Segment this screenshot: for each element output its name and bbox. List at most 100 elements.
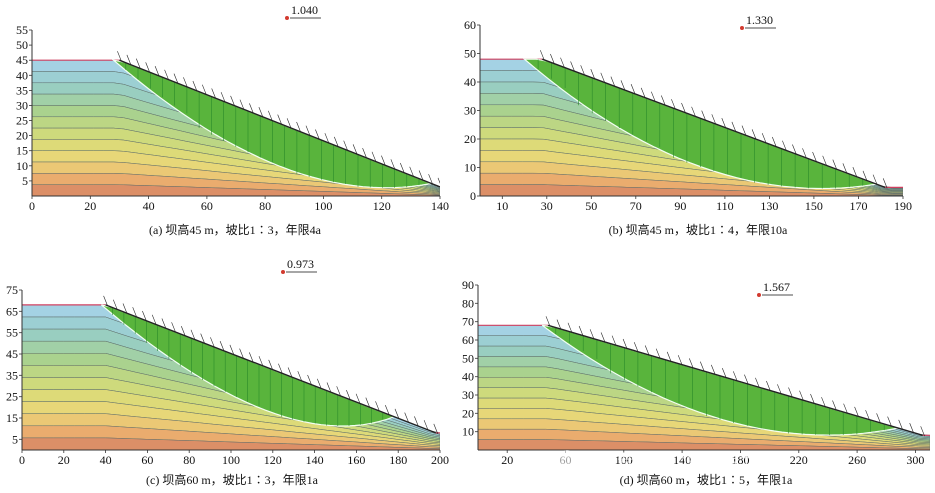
- y-tick-labels: 0 10 20 30 40 50 60: [464, 18, 480, 203]
- y-tick-label: 60: [462, 333, 474, 347]
- panel-b: 10 30 50 70 90 110 130 150 170 190 0102030405060 …: [464, 13, 912, 237]
- anchor-mark: [721, 117, 727, 129]
- anchor-mark: [611, 335, 617, 346]
- anchor-mark: [414, 416, 419, 427]
- x-tick-label: 180: [389, 453, 407, 467]
- anchor-mark: [249, 103, 254, 114]
- y-tick-label: 90: [462, 278, 474, 292]
- anchor-mark: [633, 342, 639, 353]
- x-tick-label: 0: [19, 453, 25, 467]
- anchor-mark: [560, 57, 565, 68]
- anchor-mark: [600, 332, 606, 343]
- anchor-mark: [909, 422, 914, 434]
- anchor-mark: [433, 423, 439, 435]
- anchor-mark: [229, 344, 235, 356]
- y-tick-label: 50: [464, 47, 476, 61]
- x-tick-label: 20: [84, 199, 96, 213]
- anchor-mark: [394, 408, 400, 420]
- anchor-mark: [887, 416, 892, 427]
- anchor-mark: [689, 358, 694, 369]
- anchor-mark: [810, 393, 815, 405]
- contour-band: [478, 439, 930, 450]
- safety-factor-marker: [285, 16, 289, 20]
- anchor-mark: [792, 144, 797, 155]
- x-tick-label: 100: [615, 453, 633, 467]
- y-tick-label: 40: [464, 75, 476, 89]
- anchor-mark: [126, 54, 132, 66]
- anchor-mark: [782, 140, 787, 151]
- anchor-mark: [620, 80, 626, 91]
- anchor-mark: [181, 325, 186, 337]
- x-tick-label: 140: [673, 453, 691, 467]
- anchor-mark: [336, 386, 341, 397]
- x-tick-label: 300: [906, 453, 924, 467]
- safety-factor-label: 0.973: [287, 257, 314, 271]
- anchor-mark: [681, 102, 686, 114]
- anchor-mark: [390, 159, 396, 170]
- anchor-mark: [258, 356, 264, 367]
- anchor-mark: [278, 363, 283, 374]
- anchor-mark: [711, 364, 716, 376]
- anchor-mark: [755, 377, 760, 388]
- x-tick-labels: 10 30 50 70 90 110 130 150 170 190: [496, 196, 912, 213]
- anchor-mark: [268, 110, 273, 121]
- y-tick-label: 40: [16, 68, 28, 82]
- anchor-mark: [550, 53, 555, 65]
- slope-surface: [542, 58, 886, 189]
- x-tick-label: 120: [264, 453, 282, 467]
- y-tick-label: 70: [462, 315, 474, 329]
- x-tick-label: 100: [314, 199, 332, 213]
- anchor-mark: [722, 367, 727, 379]
- anchor-mark: [305, 125, 311, 136]
- anchor-mark: [352, 144, 358, 155]
- x-tick-label: 120: [373, 199, 391, 213]
- y-tick-label: 80: [462, 296, 474, 310]
- contour-band: [22, 437, 440, 450]
- anchor-mark: [324, 133, 330, 144]
- anchor-mark: [701, 110, 706, 121]
- x-tick-label: 90: [674, 199, 686, 213]
- anchor-mark: [117, 51, 122, 62]
- anchor-mark: [362, 147, 367, 159]
- surface-anchors: [545, 316, 925, 437]
- anchor-mark: [154, 65, 160, 77]
- anchor-mark: [589, 329, 595, 340]
- panel-caption: (a) 坝高45 m，坡比1∶3，年限4a: [149, 222, 322, 237]
- x-tick-label: 20: [501, 453, 513, 467]
- anchor-mark: [661, 95, 666, 106]
- anchor-mark: [423, 420, 429, 431]
- anchor-mark: [381, 155, 386, 166]
- x-tick-label: 60: [141, 453, 153, 467]
- anchor-mark: [268, 359, 273, 371]
- anchor-mark: [418, 170, 424, 181]
- anchor-mark: [192, 80, 198, 92]
- y-tick-label: 10: [462, 425, 474, 439]
- y-tick-label: 15: [16, 144, 28, 158]
- anchor-mark: [832, 159, 838, 170]
- surface-anchors: [117, 51, 440, 188]
- anchor-mark: [355, 393, 361, 404]
- y-tick-label: 50: [462, 351, 474, 365]
- contour-band: [32, 184, 440, 196]
- surface-anchors: [103, 295, 439, 435]
- safety-factor-label: 1.330: [746, 13, 773, 27]
- y-tick-labels: 5 15 25 35 45 55 65 75: [6, 283, 22, 446]
- x-tick-label: 70: [630, 199, 642, 213]
- anchor-mark: [365, 397, 371, 408]
- x-tick-label: 40: [143, 199, 155, 213]
- y-tick-label: 75: [6, 283, 18, 297]
- anchor-mark: [812, 151, 817, 163]
- anchor-mark: [580, 65, 585, 76]
- surface-anchors: [540, 50, 888, 189]
- anchor-mark: [556, 319, 562, 330]
- x-tick-label: 150: [805, 199, 823, 213]
- anchor-mark: [190, 329, 196, 340]
- anchor-mark: [437, 177, 440, 184]
- y-tick-label: 15: [6, 411, 18, 425]
- y-tick-label: 65: [6, 304, 18, 318]
- anchor-mark: [622, 338, 628, 350]
- slope-surface: [119, 59, 440, 188]
- anchor-mark: [700, 361, 705, 372]
- x-tick-label: 160: [347, 453, 365, 467]
